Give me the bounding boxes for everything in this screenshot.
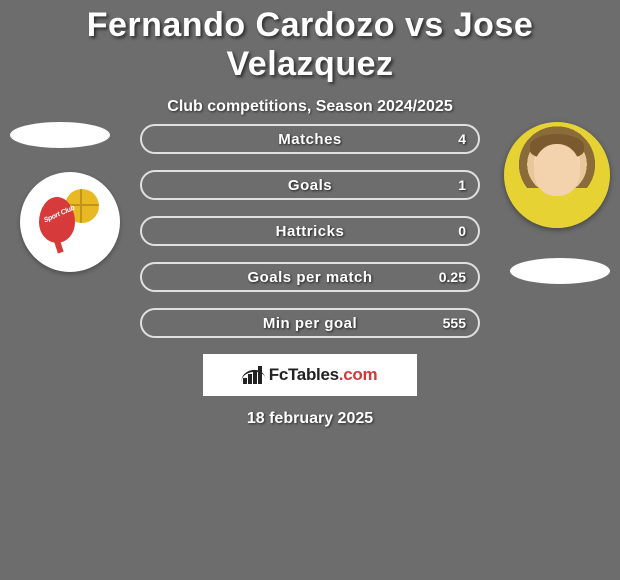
stat-label: Min per goal xyxy=(263,315,357,332)
stat-label: Hattricks xyxy=(276,223,345,240)
fctables-logo[interactable]: FcTables.com xyxy=(203,354,417,396)
stat-value: 555 xyxy=(443,315,466,331)
avatar-face xyxy=(534,144,580,196)
stat-value: 0 xyxy=(458,223,466,239)
comparison-date: 18 february 2025 xyxy=(0,410,620,428)
logo-text-main: FcTables xyxy=(269,365,339,384)
player-right-oval xyxy=(510,258,610,284)
stat-label: Matches xyxy=(278,131,342,148)
player-left-oval xyxy=(10,122,110,148)
stat-row-goals-per-match: Goals per match 0.25 xyxy=(140,262,480,292)
stat-value: 1 xyxy=(458,177,466,193)
stats-container: Matches 4 Goals 1 Hattricks 0 Goals per … xyxy=(140,124,480,354)
stat-label: Goals xyxy=(288,177,332,194)
logo-text: FcTables.com xyxy=(269,365,378,385)
stat-row-goals: Goals 1 xyxy=(140,170,480,200)
stat-value: 0.25 xyxy=(439,269,466,285)
player-right-avatar xyxy=(504,122,610,228)
page-title: Fernando Cardozo vs Jose Velazquez xyxy=(0,0,620,84)
stat-row-matches: Matches 4 xyxy=(140,124,480,154)
bar-chart-icon xyxy=(243,366,265,384)
stat-row-hattricks: Hattricks 0 xyxy=(140,216,480,246)
stat-row-min-per-goal: Min per goal 555 xyxy=(140,308,480,338)
club-badge-graphic: Sport Club xyxy=(35,187,105,257)
stat-label: Goals per match xyxy=(247,269,372,286)
club-badge-left: Sport Club xyxy=(20,172,120,272)
player-left-placeholder xyxy=(10,122,110,148)
logo-text-suffix: .com xyxy=(339,365,377,384)
avatar xyxy=(504,122,610,228)
subtitle: Club competitions, Season 2024/2025 xyxy=(0,98,620,116)
stat-value: 4 xyxy=(458,131,466,147)
